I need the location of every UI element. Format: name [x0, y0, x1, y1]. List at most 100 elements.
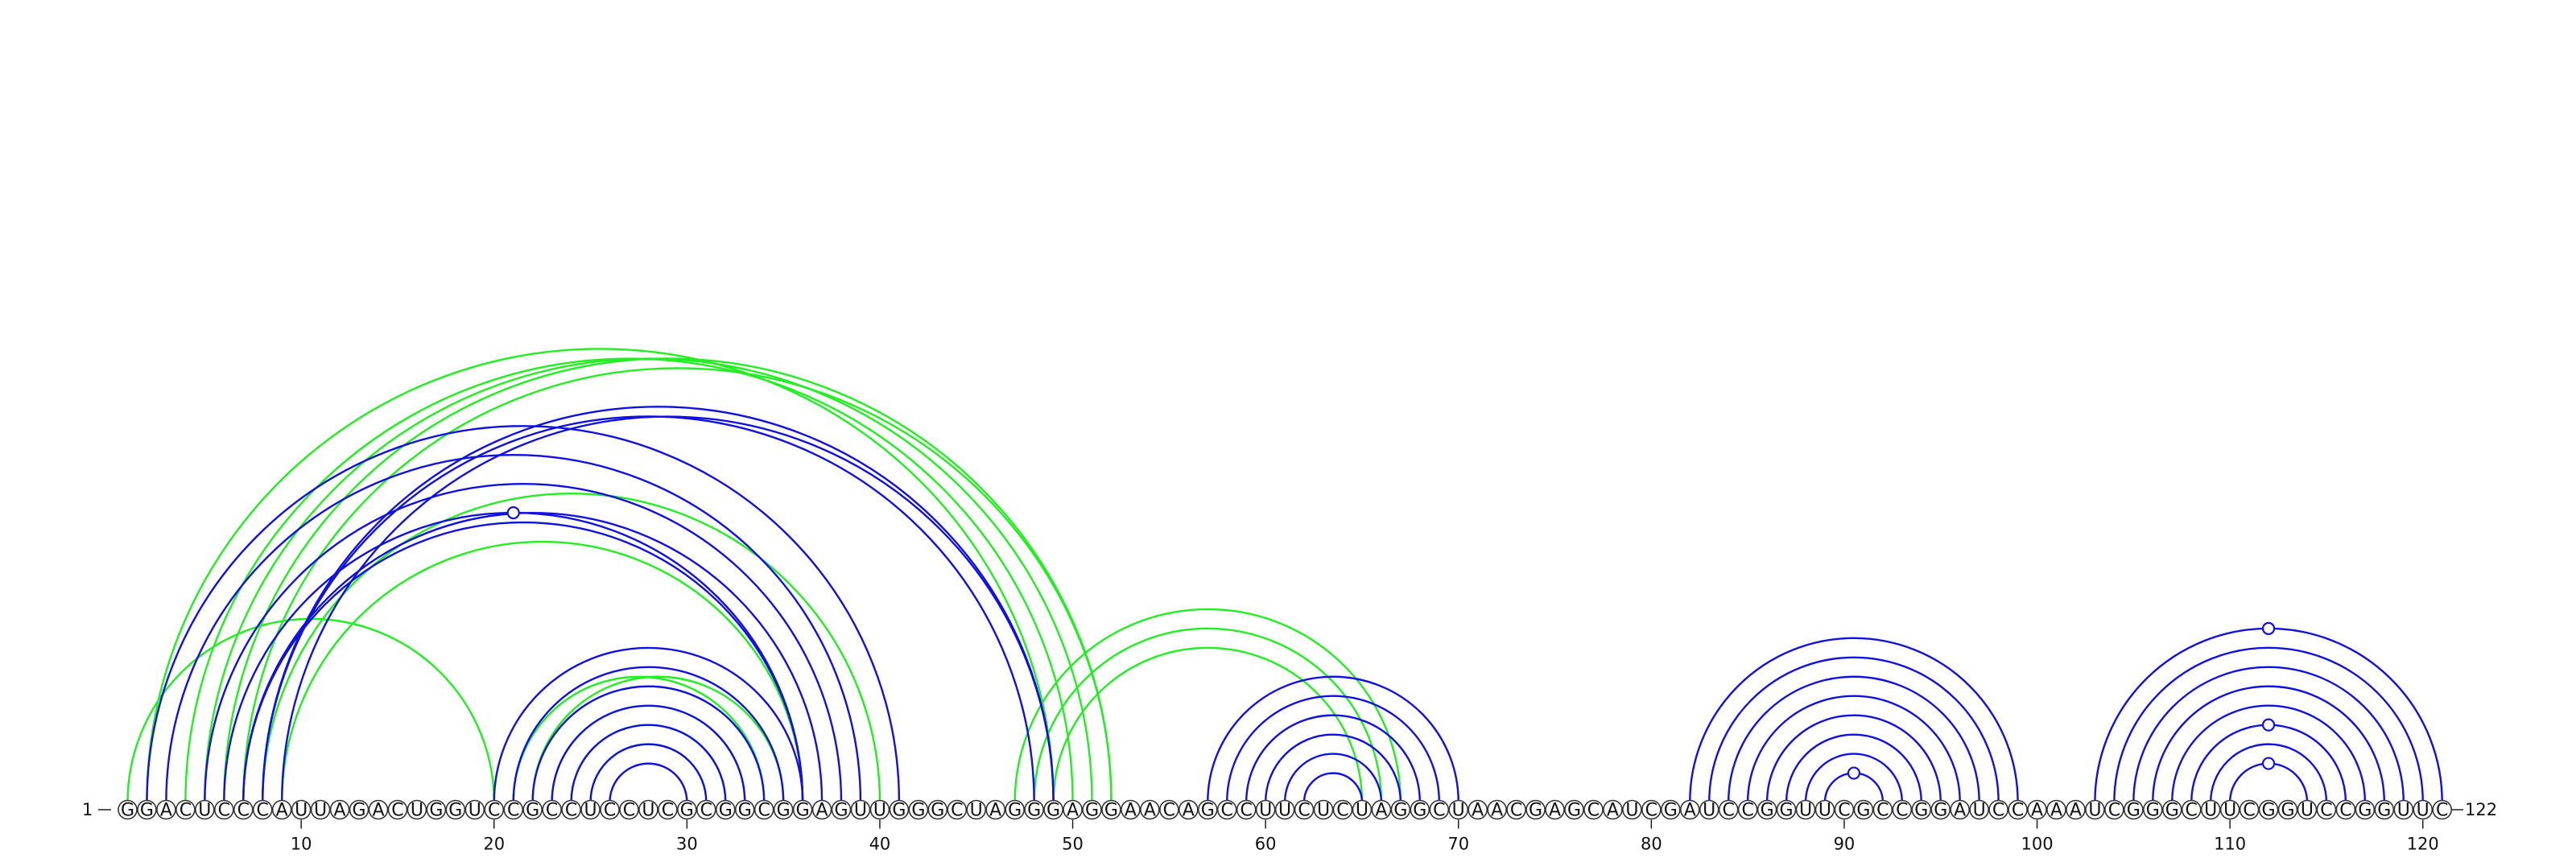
nucleotide-circle [889, 799, 910, 820]
arc-blue-9-49 [280, 415, 1055, 802]
nucleotide-circle [927, 799, 948, 820]
nucleotide-letter: A [2050, 801, 2062, 821]
pair-marker-110-114 [2261, 757, 2276, 770]
nucleotide-letter: U [314, 801, 327, 821]
nucleotide: C [2432, 799, 2452, 821]
nucleotide-circle [811, 799, 832, 820]
nucleotide-circle [1410, 799, 1430, 820]
nucleotide: C [1332, 799, 1353, 821]
arcs-layer [126, 348, 2443, 802]
tick-label: 10 [291, 835, 312, 854]
nucleotide: A [2046, 799, 2066, 821]
nucleotide-circle [1468, 799, 1488, 820]
arc-green-9-36 [280, 540, 804, 802]
nucleotide-letter: A [1472, 801, 1484, 821]
nucleotide-circle [542, 799, 562, 820]
nucleotide-circle [2335, 799, 2356, 820]
arc-blue-22-34 [531, 685, 766, 802]
nucleotide-letter: A [1954, 801, 1966, 821]
nucleotide-circle [1892, 799, 1913, 820]
nucleotide-letter: C [1876, 801, 1889, 821]
nucleotide: G [1101, 799, 1121, 821]
nucleotide-letter: U [1356, 801, 1368, 821]
arc-green-48-66 [1033, 627, 1383, 802]
nucleotide-circle [1159, 799, 1179, 820]
nucleotide-letter: C [623, 801, 635, 821]
nucleotide-letter: U [2223, 801, 2236, 821]
nucleotide-letter: C [218, 801, 230, 821]
arc-green-25-31 [589, 743, 708, 802]
nucleotide-circle [1332, 799, 1353, 820]
tick-label: 60 [1255, 835, 1277, 854]
nucleotide-letter: G [1664, 801, 1678, 821]
nucleotide-circle [1930, 799, 1951, 820]
nucleotide: U [1969, 799, 1989, 821]
nucleotide: C [1583, 799, 1604, 821]
start-label: 1 [82, 800, 93, 819]
nucleotide: C [213, 799, 234, 821]
nucleotide-letter: G [448, 801, 462, 821]
nucleotide-letter: A [2031, 801, 2043, 821]
tick-label: 40 [869, 835, 891, 854]
arc-blue-86-95 [1765, 714, 1942, 802]
nucleotide: G [349, 799, 369, 821]
nucleotide-circle [1679, 799, 1700, 820]
nucleotide-circle [1661, 799, 1681, 820]
nucleotide-letter: U [1973, 801, 1986, 821]
nucleotide-letter: G [429, 801, 443, 821]
arc-blue-59-68 [1245, 714, 1422, 802]
nucleotide: C [1294, 799, 1315, 821]
tick-label: 110 [2214, 835, 2246, 854]
nucleotide-letter: A [1491, 801, 1503, 821]
nucleotide: C [1641, 799, 1662, 821]
nucleotide: G [445, 799, 466, 821]
nucleotide-letter: C [237, 801, 250, 821]
nucleotide-letter: C [507, 801, 519, 821]
nucleotide-letter: C [257, 801, 269, 821]
nucleotide-circle [1294, 799, 1315, 820]
nucleotide-circle [1795, 799, 1816, 820]
nucleotide-circle [753, 799, 774, 820]
nucleotide-circle [1525, 799, 1546, 820]
nucleotide-circle [213, 799, 234, 820]
nucleotide: C [2316, 799, 2337, 821]
arc-blue-21-35 [512, 666, 785, 802]
nucleotide-letter: C [604, 801, 616, 821]
nucleotide: C [1429, 799, 1450, 821]
nucleotide-circle [985, 799, 1005, 820]
nucleotide-letter: G [121, 801, 134, 821]
nucleotide-letter: U [873, 801, 886, 821]
nucleotide: C [1988, 799, 2008, 821]
nucleotide-circle [2085, 799, 2105, 820]
arc-blue-88-93 [1804, 753, 1904, 802]
nucleotide-circle [118, 799, 138, 820]
nucleotide-letter: A [160, 801, 172, 821]
nucleotide-letter: G [2262, 801, 2276, 821]
nucleotide-circle [2161, 799, 2182, 820]
nucleotide-letter: G [1761, 801, 1774, 821]
nucleotide-circle [850, 799, 871, 820]
nucleotide-circle [2124, 799, 2144, 820]
nucleotide-circle [1622, 799, 1642, 820]
nucleotide: U [2393, 799, 2414, 821]
nucleotide-circle [1352, 799, 1373, 820]
nucleotide: G [1410, 799, 1430, 821]
arc-blue-24-32 [570, 724, 727, 802]
arc-green-47-67 [1013, 608, 1402, 802]
nucleotide-circle [1140, 799, 1160, 820]
nucleotide: U [310, 799, 331, 821]
nucleotide: C [753, 799, 774, 821]
nucleotide: U [1622, 799, 1642, 821]
nucleotide-letter: C [1240, 801, 1252, 821]
end-label: 122 [2465, 800, 2497, 819]
nucleotide: C [387, 799, 408, 821]
nucleotide-circle [2258, 799, 2279, 820]
nucleotide: A [1371, 799, 1392, 821]
nucleotide: G [831, 799, 852, 821]
nucleotide-circle [1603, 799, 1623, 820]
nucleotide-circle [310, 799, 331, 820]
nucleotide: U [2297, 799, 2318, 821]
nucleotide-circle [387, 799, 408, 820]
nucleotide-circle [908, 799, 929, 820]
nucleotide-circle [792, 799, 813, 820]
